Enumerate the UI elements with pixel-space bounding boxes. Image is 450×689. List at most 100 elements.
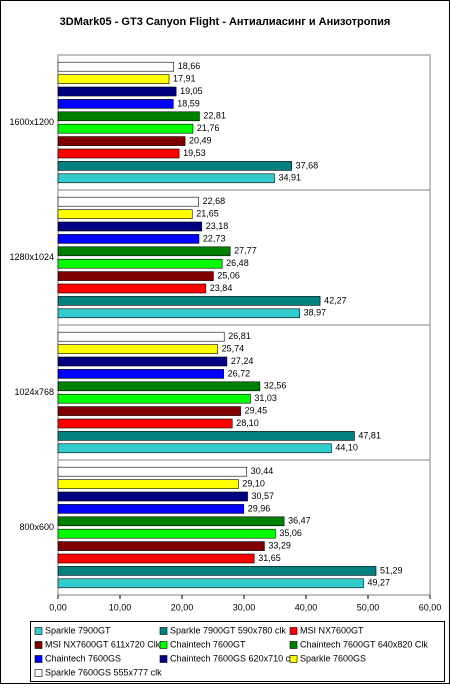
- chart-title: 3DMark05 - GT3 Canyon Flight - Антиалиас…: [60, 16, 391, 28]
- category-label: 1024x768: [14, 387, 54, 397]
- value-label: 23,18: [206, 221, 229, 231]
- value-label: 44,10: [335, 443, 358, 453]
- bar: [57, 381, 261, 392]
- value-label: 22,68: [203, 196, 226, 206]
- value-label: 30,57: [252, 491, 275, 501]
- bar: [57, 221, 203, 232]
- bar: [57, 541, 265, 551]
- bar: [57, 443, 332, 454]
- bar: [57, 344, 218, 354]
- bar: [57, 466, 248, 477]
- value-label: 31,65: [258, 553, 281, 563]
- legend-box: [30, 621, 445, 682]
- bar: [57, 61, 174, 72]
- x-tick-label: 20,00: [171, 602, 194, 612]
- value-label: 25,74: [222, 343, 245, 353]
- bar: [57, 111, 200, 122]
- bar: [57, 136, 186, 146]
- category-label: 1600x1200: [9, 117, 54, 127]
- value-label: 21,76: [197, 123, 220, 133]
- value-label: 49,27: [367, 578, 390, 588]
- bar: [57, 308, 300, 319]
- x-tick-label: 10,00: [109, 602, 132, 612]
- category-label: 800x600: [19, 522, 54, 532]
- x-tick-label: 40,00: [295, 602, 318, 612]
- value-label: 21,65: [196, 208, 219, 218]
- value-label: 26,48: [226, 258, 249, 268]
- value-label: 22,73: [203, 233, 226, 243]
- value-label: 19,05: [180, 86, 203, 96]
- bar: [57, 99, 174, 109]
- legend-swatch: [289, 627, 298, 635]
- value-label: 26,81: [228, 331, 251, 341]
- value-label: 31,03: [254, 393, 277, 403]
- value-label: 32,56: [264, 381, 287, 391]
- value-label: 27,24: [231, 356, 254, 366]
- bar: [57, 86, 177, 97]
- bar: [57, 553, 255, 564]
- value-label: 33,29: [268, 540, 291, 550]
- value-label: 38,97: [304, 308, 327, 318]
- bar: [57, 74, 170, 84]
- bar: [57, 234, 200, 244]
- value-label: 47,81: [358, 430, 381, 440]
- x-tick-label: 30,00: [233, 602, 256, 612]
- legend-swatch: [289, 655, 298, 663]
- value-label: 35,06: [279, 528, 302, 538]
- bar: [57, 331, 225, 342]
- value-label: 19,53: [183, 148, 206, 158]
- bar: [57, 418, 233, 429]
- legend-swatch: [159, 655, 168, 663]
- legend-label: MSI NX7600GT 611x720 Clk: [45, 639, 161, 649]
- value-label: 20,49: [189, 135, 212, 145]
- bar: [57, 406, 241, 416]
- value-label: 34,91: [278, 173, 301, 183]
- legend-swatch: [289, 641, 298, 649]
- legend-label: Sparkle 7600GS 555x777 clk: [45, 667, 162, 677]
- value-label: 37,68: [296, 160, 319, 170]
- bar: [57, 431, 355, 441]
- bar: [57, 528, 276, 539]
- value-label: 29,96: [248, 503, 271, 513]
- bar: [57, 283, 207, 294]
- legend-swatch: [159, 627, 168, 635]
- bar: [57, 196, 199, 207]
- x-tick-label: 50,00: [357, 602, 380, 612]
- value-label: 18,66: [178, 61, 201, 71]
- legend-label: Chaintech 7600GS 620x710 clk: [170, 653, 297, 663]
- bar: [57, 123, 194, 134]
- legend-label: Chaintech 7600GS: [45, 653, 121, 663]
- bar: [57, 479, 239, 489]
- value-label: 22,81: [203, 111, 226, 121]
- bar: [57, 393, 251, 404]
- legend-label: Sparkle 7900GT: [45, 625, 111, 635]
- bar: [57, 161, 292, 171]
- legend-swatch: [34, 655, 43, 663]
- value-label: 26,72: [228, 368, 251, 378]
- legend-label: Sparkle 7600GS: [300, 653, 366, 663]
- bar: [57, 246, 231, 257]
- bar: [57, 356, 228, 367]
- bar: [57, 516, 285, 527]
- legend-swatch: [34, 641, 43, 649]
- value-label: 18,59: [177, 98, 200, 108]
- legend-swatch: [159, 641, 168, 649]
- bar: [57, 148, 180, 159]
- value-label: 42,27: [324, 295, 347, 305]
- legend-label: Chaintech 7600GT 640x820 Clk: [300, 639, 428, 649]
- value-label: 29,10: [242, 478, 265, 488]
- bar: [57, 271, 214, 281]
- value-label: 28,10: [236, 418, 259, 428]
- legend-label: MSI NX7600GT: [300, 625, 364, 635]
- value-label: 30,44: [251, 466, 274, 476]
- x-tick-label: 60,00: [419, 602, 442, 612]
- value-label: 23,84: [210, 283, 233, 293]
- bar: [57, 566, 377, 576]
- value-label: 51,29: [380, 565, 403, 575]
- value-label: 17,91: [173, 73, 196, 83]
- bar: [57, 258, 223, 269]
- value-label: 25,06: [217, 270, 240, 280]
- bar: [57, 578, 364, 589]
